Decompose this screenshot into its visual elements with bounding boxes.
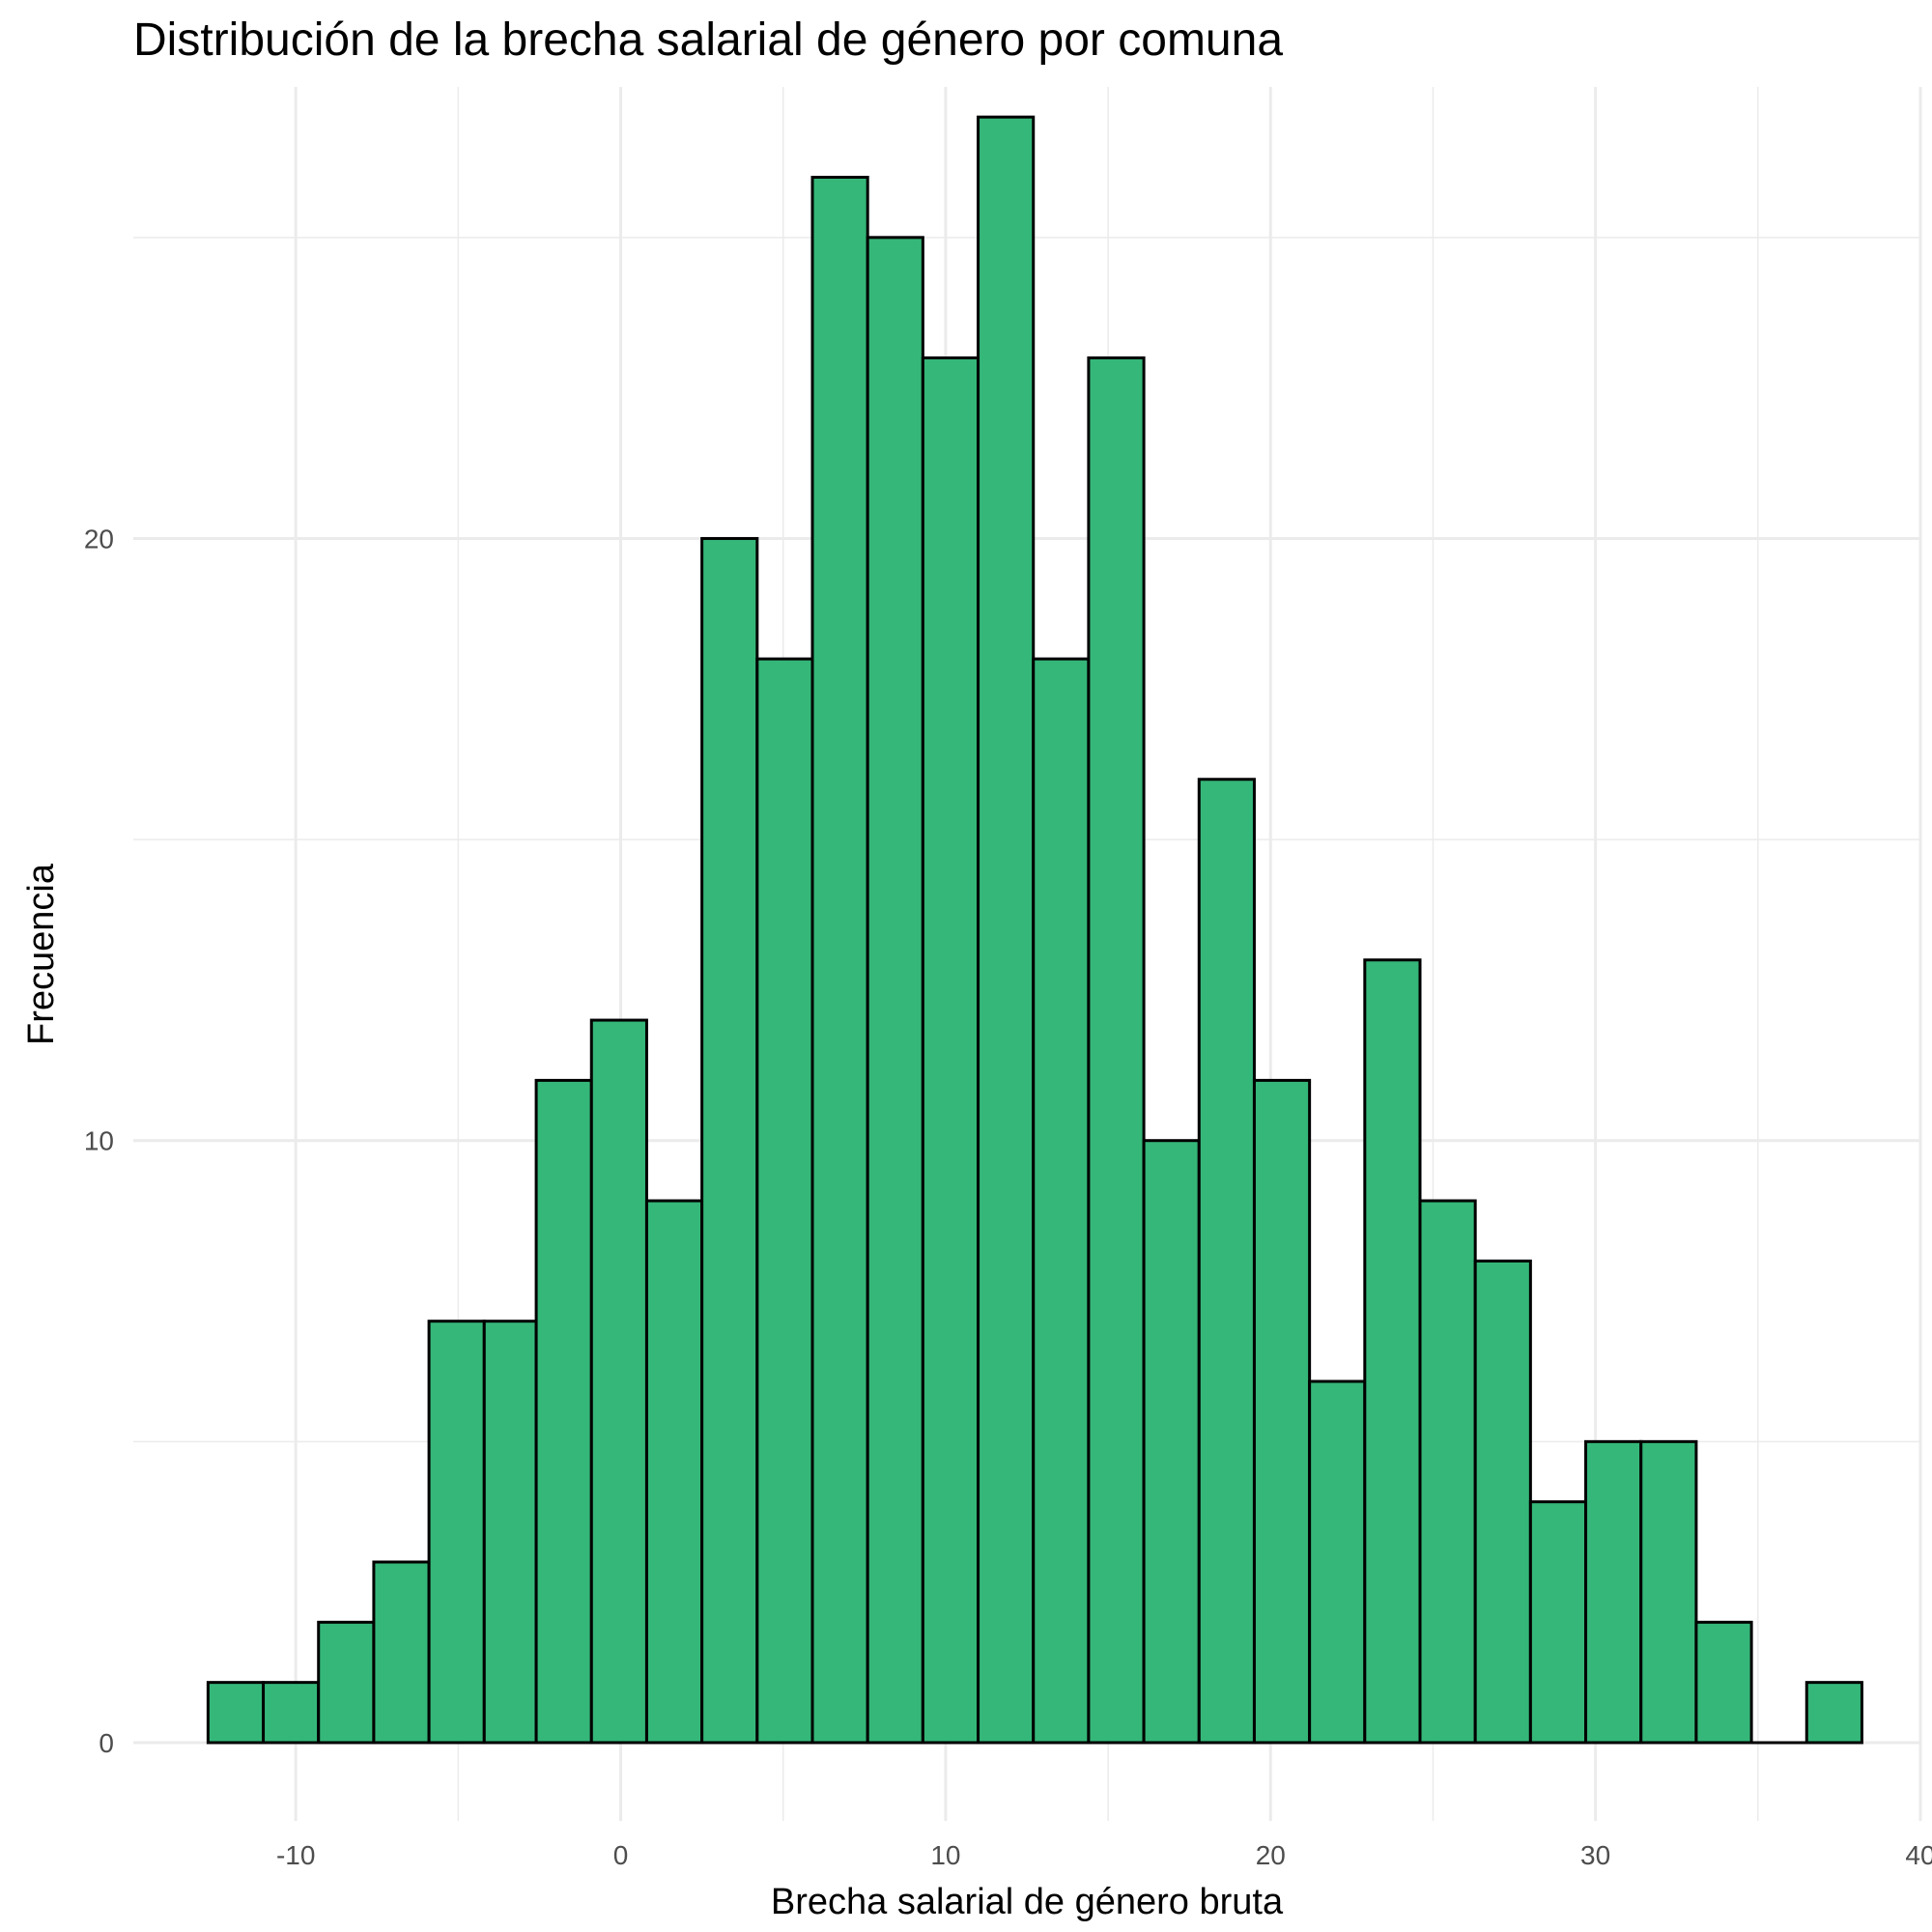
histogram-bar: [1032, 657, 1091, 1745]
histogram-bar: [482, 1320, 538, 1745]
histogram-bar: [317, 1620, 376, 1745]
histogram-bar: [1418, 1199, 1477, 1745]
histogram-bar: [372, 1560, 431, 1745]
histogram-bar: [1252, 1078, 1312, 1745]
histogram-bar: [1363, 958, 1422, 1745]
histogram-bar: [1639, 1439, 1698, 1745]
histogram-bar: [700, 536, 759, 1745]
histogram-bar: [1804, 1681, 1863, 1745]
histogram-bar: [755, 657, 814, 1745]
histogram-bar: [1308, 1379, 1367, 1745]
y-tick-label: 20: [84, 524, 114, 554]
x-tick-label: -10: [276, 1840, 315, 1870]
histogram-bar: [206, 1681, 266, 1745]
x-tick-label: 10: [930, 1840, 960, 1870]
histogram-bar: [262, 1681, 321, 1745]
y-tick-label: 10: [84, 1126, 114, 1156]
histogram-bar: [534, 1078, 593, 1745]
histogram-bar: [1584, 1439, 1643, 1745]
y-tick-label: 0: [99, 1728, 114, 1758]
histogram-bar: [1142, 1139, 1201, 1745]
x-tick-label: 20: [1256, 1840, 1286, 1870]
histogram-bar: [977, 115, 1036, 1745]
histogram-bar: [589, 1018, 648, 1745]
y-axis-title: Frecuencia: [21, 863, 62, 1045]
histogram-bar: [427, 1320, 486, 1745]
bars-layer: [206, 115, 1863, 1745]
histogram-bar: [644, 1199, 704, 1745]
x-tick-label: 40: [1905, 1840, 1932, 1870]
histogram-bar: [1473, 1259, 1532, 1745]
x-axis-title: Brecha salarial de género bruta: [771, 1882, 1284, 1922]
chart-title: Distribución de la brecha salarial de gé…: [133, 14, 1284, 66]
histogram-bar: [866, 236, 924, 1745]
histogram-bar: [1528, 1500, 1588, 1745]
histogram-bar: [1087, 355, 1146, 1745]
histogram-bar: [921, 355, 980, 1745]
histogram-bar: [810, 175, 869, 1745]
x-tick-label: 0: [613, 1840, 629, 1870]
tick-labels: -10 0 10 20 30 40 0 10 20: [84, 524, 1932, 1870]
histogram-bar: [1197, 778, 1256, 1745]
histogram-bar: [1694, 1620, 1753, 1745]
x-tick-label: 30: [1580, 1840, 1610, 1870]
